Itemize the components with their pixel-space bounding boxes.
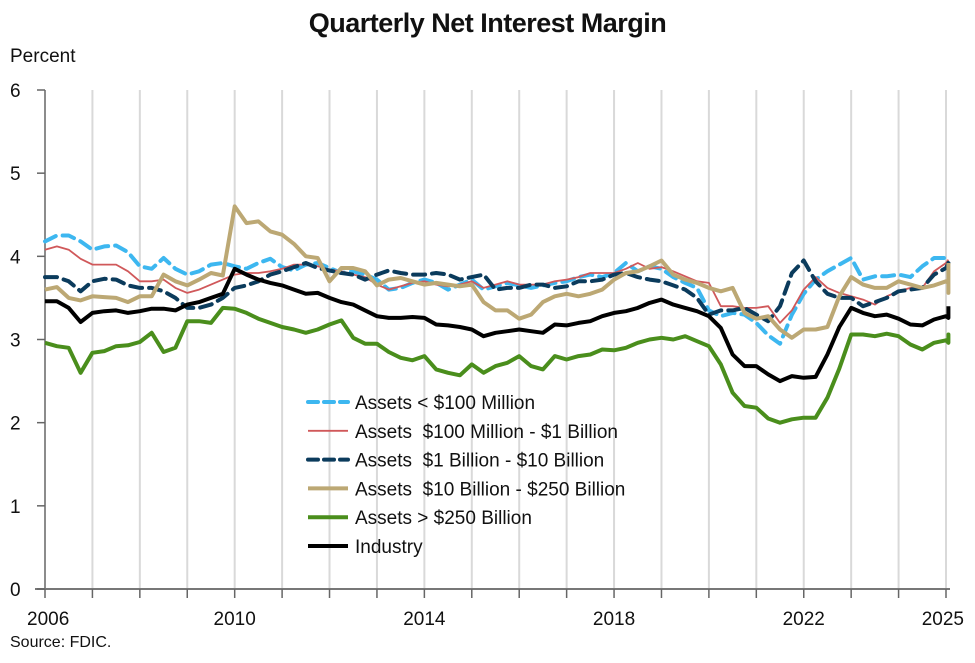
legend: Assets < $100 Million Assets $100 Million… <box>306 393 625 558</box>
series-line <box>44 305 951 425</box>
source-note: Source: FDIC. <box>10 634 112 651</box>
y-tick-label: 1 <box>10 497 21 518</box>
series-line <box>43 233 948 346</box>
legend-label: Assets $100 Million - $1 Billion <box>355 422 618 443</box>
series-line <box>45 266 951 384</box>
legend-label: Assets < $100 Million <box>355 393 535 414</box>
x-tick-label: 2010 <box>214 609 256 630</box>
legend-label: Assets > $250 Billion <box>355 508 532 529</box>
x-tick-label: 2018 <box>593 609 635 630</box>
y-tick-label: 5 <box>10 164 21 185</box>
x-tick-label: 2014 <box>403 609 446 630</box>
y-tick-label: 6 <box>10 81 21 102</box>
y-tick-label: 3 <box>10 331 21 352</box>
axes: 0 1 2 3 4 5 6 2006 2010 2014 2018 2022 2025 <box>10 81 964 630</box>
x-tick-label: 2006 <box>27 609 69 630</box>
legend-label: Industry <box>355 537 423 558</box>
chart-title: Quarterly Net Interest Margin <box>308 8 667 38</box>
legend-label: Assets $10 Billion - $250 Billion <box>355 479 625 500</box>
y-tick-label: 4 <box>10 247 21 268</box>
series-line <box>43 258 951 324</box>
y-axis-label: Percent <box>10 46 76 67</box>
x-tick-label: 2025 <box>922 609 964 630</box>
y-tick-label: 2 <box>10 414 21 435</box>
series-line <box>44 204 951 340</box>
y-tick-label: 0 <box>10 580 21 601</box>
series-line <box>44 245 950 324</box>
x-tick-label: 2022 <box>783 609 825 630</box>
legend-label: Assets $1 Billion - $10 Billion <box>355 451 604 472</box>
series-lines <box>43 204 951 425</box>
